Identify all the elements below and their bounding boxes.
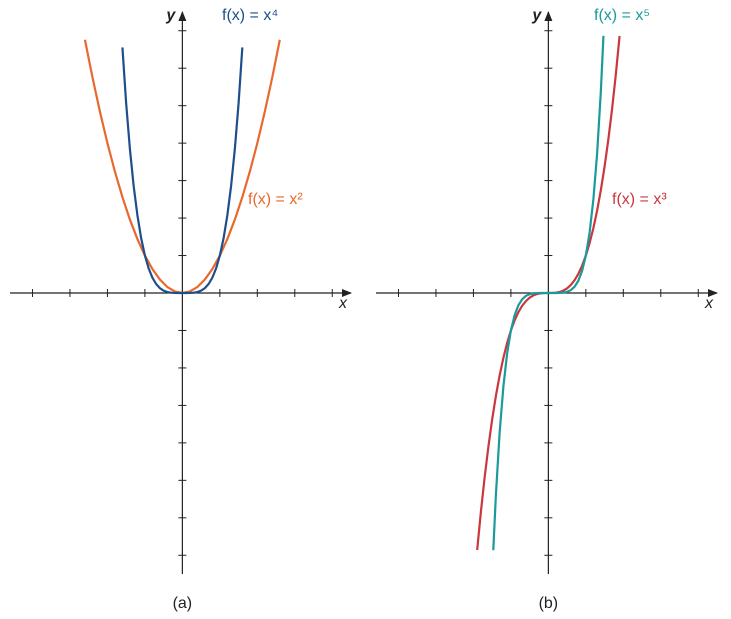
y-axis-label: y	[165, 7, 176, 24]
curve-label: f(x) = x⁴	[222, 7, 278, 24]
panel-caption: (b)	[539, 595, 559, 612]
curve-label: f(x) = x³	[612, 191, 667, 208]
curve	[492, 35, 605, 551]
x-axis-label: x	[704, 295, 714, 312]
y-axis-label: y	[531, 7, 542, 24]
curve-label: f(x) = x²	[248, 191, 303, 208]
panel-caption: (a)	[173, 595, 193, 612]
curve	[121, 47, 244, 295]
x-axis-label: x	[338, 295, 348, 312]
curve-label: f(x) = x⁵	[594, 7, 650, 24]
